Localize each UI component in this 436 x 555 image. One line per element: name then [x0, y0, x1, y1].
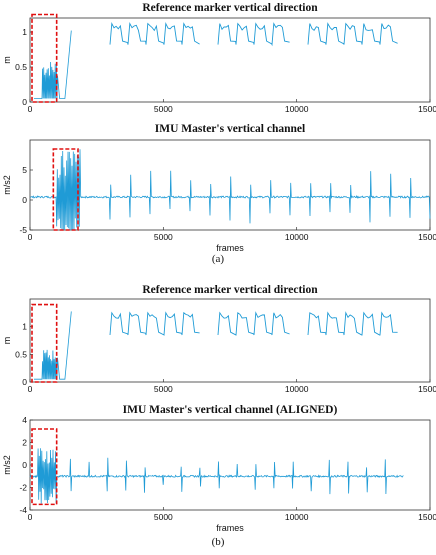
chart-title: IMU Master's vertical channel: [155, 123, 305, 135]
y-tick-label: 4: [22, 415, 27, 425]
highlight-box: [52, 148, 79, 231]
chart-title: Reference marker vertical direction: [142, 284, 318, 296]
highlight-box: [31, 13, 58, 103]
plot-frame: [29, 298, 431, 383]
x-tick-label: 5000: [154, 104, 173, 114]
highlight-box: [31, 303, 58, 383]
x-tick-label: 10000: [285, 512, 309, 522]
x-tick-label: 10000: [285, 384, 309, 394]
x-axis-label: frames: [216, 523, 244, 533]
signal-line: [34, 30, 72, 99]
y-tick-label: 0.5: [15, 62, 27, 72]
y-tick-label: 0: [22, 377, 27, 387]
x-tick-label: 0: [28, 232, 33, 242]
signal-line: [307, 311, 398, 336]
y-tick-label: -4: [19, 505, 27, 515]
chart-panel-2: IMU Master's vertical channel 0 5000 10000 1…: [2, 123, 436, 253]
y-axis-label: m: [2, 56, 12, 64]
chart-title: Reference marker vertical direction: [142, 2, 318, 14]
plot-frame: [29, 17, 431, 103]
signal-line: [307, 22, 398, 45]
y-tick-label: 0: [22, 195, 27, 205]
y-tick-label: 1: [22, 27, 27, 37]
plot-frame: [29, 139, 431, 231]
y-axis-label: m: [2, 337, 12, 345]
chart-panel-3: Reference marker vertical direction 0 5000…: [2, 284, 436, 394]
caption-b: (b): [212, 536, 225, 548]
y-tick-label: 1: [22, 322, 27, 332]
x-tick-label: 0: [28, 384, 33, 394]
y-tick-label: -5: [19, 225, 27, 235]
signal-line: [109, 311, 200, 336]
signal-line: [29, 149, 431, 231]
signal-line: [109, 21, 200, 45]
caption-a: (a): [212, 253, 225, 265]
y-axis-label: m/s2: [2, 455, 12, 475]
signal-line: [217, 22, 290, 47]
y-tick-label: 0: [22, 97, 27, 107]
x-tick-label: 0: [28, 104, 33, 114]
y-tick-label: 2: [22, 438, 27, 448]
y-tick-label: 0: [22, 460, 27, 470]
signal-line: [217, 311, 290, 336]
x-tick-label: 5000: [154, 232, 173, 242]
y-tick-label: 5: [22, 165, 27, 175]
x-axis-label: frames: [216, 243, 244, 253]
signal-line: [34, 311, 72, 380]
plot-frame: [29, 419, 431, 511]
x-tick-label: 5000: [154, 384, 173, 394]
chart-panel-1: Reference marker vertical direction 0 5000…: [2, 2, 436, 114]
x-tick-label: 10000: [285, 232, 309, 242]
x-tick-label: 0: [28, 512, 33, 522]
chart-panel-4: IMU Master's vertical channel (ALIGNED) 0…: [2, 404, 436, 533]
y-axis-label: m/s2: [2, 175, 12, 195]
signal-line: [29, 448, 404, 504]
chart-title: IMU Master's vertical channel (ALIGNED): [123, 404, 338, 416]
highlight-box: [31, 428, 58, 506]
y-tick-label: -2: [19, 483, 27, 493]
x-tick-label: 5000: [154, 512, 173, 522]
y-tick-label: 0.5: [15, 349, 27, 359]
x-tick-label: 10000: [285, 104, 309, 114]
